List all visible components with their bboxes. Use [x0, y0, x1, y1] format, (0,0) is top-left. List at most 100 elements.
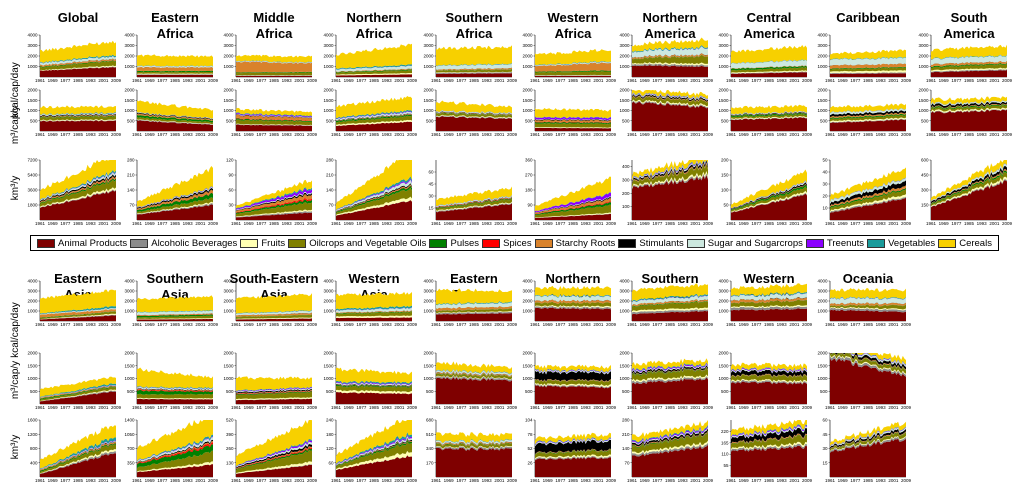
area-starchy-roots: [236, 114, 312, 121]
area-fruits: [731, 190, 807, 213]
x-tick-label: 1985: [764, 322, 775, 327]
y-tick-label: 15: [822, 460, 828, 465]
area-cereals: [632, 90, 708, 99]
x-tick-label: 1961: [627, 405, 638, 410]
y-tick-label: 520: [226, 418, 234, 423]
y-tick-label: 4000: [323, 33, 334, 38]
area-stimulants: [632, 428, 708, 447]
area-stimulants: [137, 66, 213, 68]
legend-label: Spices: [503, 237, 532, 249]
area-oilcrops-and-vegetable-oils: [236, 314, 312, 319]
area-spices: [137, 314, 213, 317]
y-tick-label: 1000: [817, 108, 828, 113]
area-stimulants: [336, 113, 412, 121]
area-sugar-and-sugarcrops: [40, 112, 116, 117]
area-starchy-roots: [830, 185, 906, 208]
x-tick-label: 1961: [627, 78, 638, 83]
x-tick-label: 1969: [543, 221, 554, 226]
area-treenuts: [137, 386, 213, 390]
x-tick-label: 1985: [568, 132, 579, 137]
x-tick-label: 1985: [369, 221, 380, 226]
x-tick-label: 1961: [231, 405, 242, 410]
x-tick-label: 1961: [431, 322, 442, 327]
x-tick-label: 2009: [802, 78, 813, 83]
x-tick-label: 2009: [606, 322, 617, 327]
area-spices: [40, 115, 116, 118]
y-tick-label: 3000: [619, 289, 630, 294]
area-animal-products: [336, 200, 412, 220]
area-pulses: [336, 311, 412, 315]
x-tick-label: 2001: [789, 132, 800, 137]
x-tick-label: 1977: [751, 221, 762, 226]
area-cereals: [731, 104, 807, 115]
x-tick-label: 1961: [530, 405, 541, 410]
x-tick-label: 1969: [838, 478, 849, 483]
x-tick-label: 2001: [294, 132, 305, 137]
y-tick-label: 3000: [27, 43, 38, 48]
x-tick-label: 1961: [530, 478, 541, 483]
y-tick-label: 2000: [27, 351, 38, 356]
area-oilcrops-and-vegetable-oils: [931, 172, 1007, 207]
x-tick-label: 1961: [331, 405, 342, 410]
x-tick-label: 1977: [456, 132, 467, 137]
y-tick-label: 2000: [323, 299, 334, 304]
area-animal-products: [535, 213, 611, 220]
x-tick-label: 2001: [593, 221, 604, 226]
y-tick-label: 1000: [718, 108, 729, 113]
area-vegetables: [632, 362, 708, 372]
area-cereals: [137, 420, 213, 462]
y-tick-label: 2000: [817, 351, 828, 356]
x-tick-label: 1961: [231, 78, 242, 83]
legend-label: Oilcrops and Vegetable Oils: [309, 237, 427, 249]
x-tick-label: 2001: [593, 322, 604, 327]
area-pulses: [632, 96, 708, 103]
y-tick-label: 1500: [918, 98, 929, 103]
area-oilcrops-and-vegetable-oils: [436, 443, 512, 449]
x-tick-label: 1977: [555, 322, 566, 327]
y-tick-label: 3000: [27, 289, 38, 294]
legend-label: Cereals: [959, 237, 992, 249]
y-tick-label: 4000: [124, 33, 135, 38]
region-title: Western: [547, 10, 598, 25]
area-cereals: [137, 295, 213, 313]
area-cereals: [336, 420, 412, 464]
area-vegetables: [336, 305, 412, 311]
area-starchy-roots: [336, 384, 412, 388]
area-treenuts: [535, 369, 611, 374]
subplot-pc: 500 1000 1500 2000 1961 1969 1977 1985 1993 2001 2…: [522, 88, 616, 138]
area-spices: [137, 442, 213, 465]
x-tick-label: 1985: [170, 405, 181, 410]
x-tick-label: 1993: [777, 478, 788, 483]
legend-item: Oilcrops and Vegetable Oils: [288, 238, 426, 249]
x-tick-label: 2001: [394, 221, 405, 226]
area-stimulants: [236, 192, 312, 211]
x-tick-label: 1961: [35, 132, 46, 137]
area-fruits: [236, 461, 312, 474]
x-tick-label: 1961: [35, 405, 46, 410]
area-pulses: [436, 112, 512, 116]
subplot-pc: 500 1000 1500 2000 1961 1969 1977 1985 1993 2001 2…: [124, 88, 218, 138]
x-tick-label: 1961: [825, 78, 836, 83]
area-pulses: [632, 431, 708, 448]
x-tick-label: 1961: [231, 132, 242, 137]
area-cereals: [731, 362, 807, 372]
area-animal-products: [731, 381, 807, 404]
area-alcoholic-beverages: [830, 118, 906, 124]
x-tick-label: 1969: [543, 322, 554, 327]
y-tick-label: 2000: [718, 88, 729, 93]
x-tick-label: 1993: [678, 322, 689, 327]
area-starchy-roots: [40, 309, 116, 318]
area-sugar-and-sugarcrops: [731, 292, 807, 301]
subplot-pc: 500 1000 1500 2000 1961 1969 1977 1985 1993 2001 2…: [124, 351, 218, 411]
x-tick-label: 1961: [431, 478, 442, 483]
x-tick-label: 2001: [690, 405, 701, 410]
area-starchy-roots: [535, 198, 611, 214]
area-fruits: [731, 70, 807, 74]
y-tick-label: 500: [326, 389, 334, 394]
x-tick-label: 2001: [888, 405, 899, 410]
area-spices: [535, 121, 611, 124]
area-oilcrops-and-vegetable-oils: [436, 112, 512, 118]
y-tick-label: 180: [326, 432, 334, 437]
